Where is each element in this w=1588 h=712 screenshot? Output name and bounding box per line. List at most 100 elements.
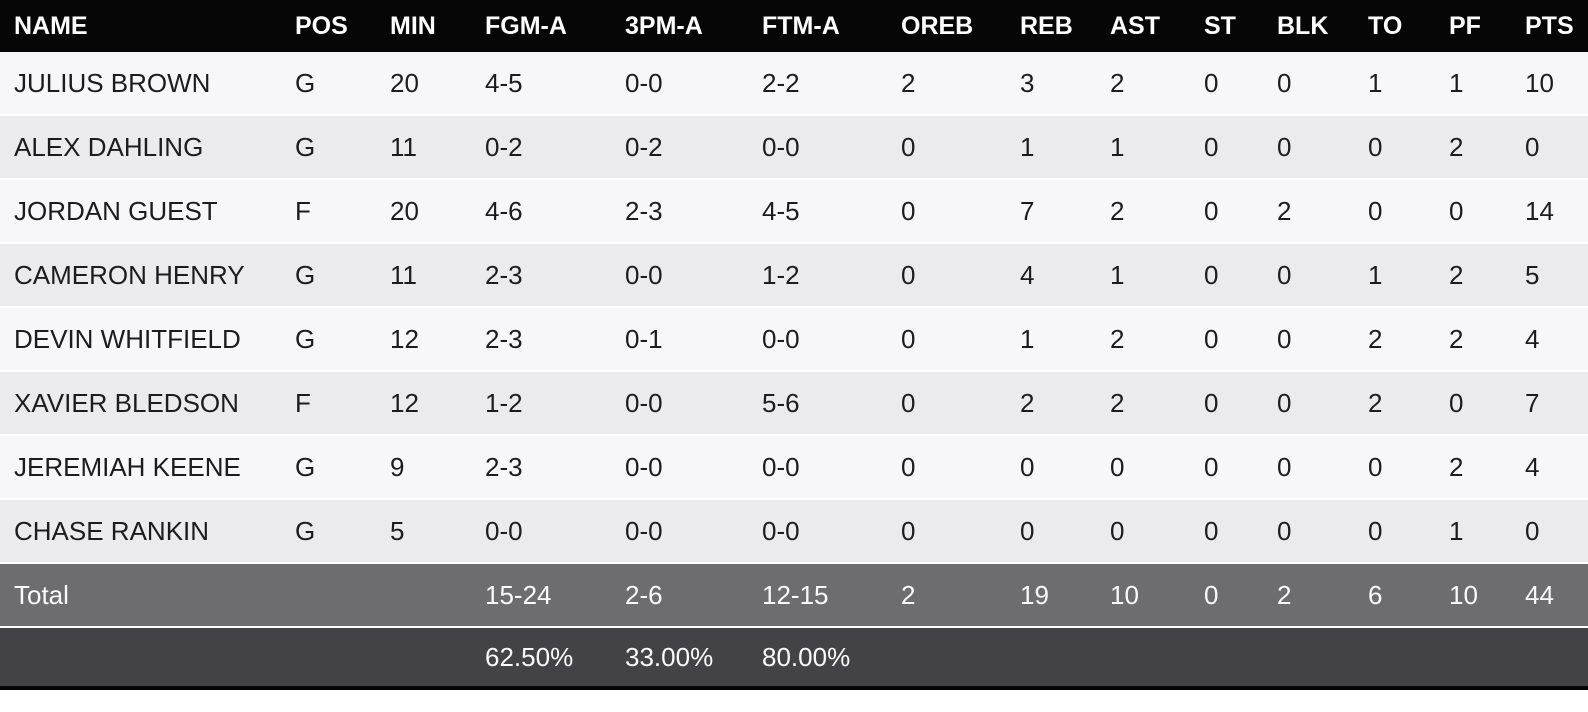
stat-cell-fgm-a: 0-0 xyxy=(471,500,611,564)
stat-cell-min: 12 xyxy=(376,308,471,372)
percentages-row: 62.50% 33.00% 80.00% xyxy=(0,628,1588,690)
pct-cell-pf xyxy=(1435,628,1511,690)
stat-cell-pf: 2 xyxy=(1435,244,1511,308)
totals-cell-3pm-a: 2-6 xyxy=(611,564,748,628)
player-row: XAVIER BLEDSON F 12 1-2 0-0 5-6 0 2 2 0 … xyxy=(0,372,1588,436)
stat-cell-pts: 10 xyxy=(1511,52,1588,116)
pct-cell-pos xyxy=(281,628,376,690)
stat-cell-ast: 2 xyxy=(1096,308,1190,372)
totals-label: Total xyxy=(0,564,281,628)
stat-cell-fgm-a: 2-3 xyxy=(471,308,611,372)
stat-cell-st: 0 xyxy=(1190,180,1263,244)
pct-cell-oreb xyxy=(887,628,1006,690)
pct-cell-reb xyxy=(1006,628,1096,690)
stat-cell-pts: 4 xyxy=(1511,308,1588,372)
stat-cell-pts: 0 xyxy=(1511,116,1588,180)
totals-cell-ast: 10 xyxy=(1096,564,1190,628)
stat-cell-reb: 1 xyxy=(1006,308,1096,372)
column-header-oreb: OREB xyxy=(901,11,974,40)
player-name-cell: DEVIN WHITFIELD xyxy=(0,308,281,372)
stat-cell-blk: 0 xyxy=(1263,500,1354,564)
column-header-ast: AST xyxy=(1110,11,1160,40)
player-row: CAMERON HENRY G 11 2-3 0-0 1-2 0 4 1 0 0… xyxy=(0,244,1588,308)
stat-cell-ftm-a: 0-0 xyxy=(748,500,887,564)
stat-cell-ftm-a: 2-2 xyxy=(748,52,887,116)
stat-cell-pf: 1 xyxy=(1435,52,1511,116)
stat-cell-oreb: 0 xyxy=(887,436,1006,500)
stat-cell-pos: G xyxy=(281,308,376,372)
stat-cell-st: 0 xyxy=(1190,52,1263,116)
stat-cell-pos: F xyxy=(281,372,376,436)
stat-cell-ftm-a: 4-5 xyxy=(748,180,887,244)
stat-cell-blk: 0 xyxy=(1263,436,1354,500)
pct-cell-fg: 62.50% xyxy=(471,628,611,690)
stat-cell-st: 0 xyxy=(1190,436,1263,500)
pct-cell-to xyxy=(1354,628,1435,690)
stat-cell-min: 11 xyxy=(376,116,471,180)
player-name-cell: XAVIER BLEDSON xyxy=(0,372,281,436)
stat-cell-st: 0 xyxy=(1190,500,1263,564)
stat-cell-st: 0 xyxy=(1190,308,1263,372)
player-name-cell: ALEX DAHLING xyxy=(0,116,281,180)
stat-cell-oreb: 0 xyxy=(887,372,1006,436)
stat-cell-to: 0 xyxy=(1354,180,1435,244)
stat-cell-ast: 0 xyxy=(1096,500,1190,564)
column-header-fgm-a: FGM-A xyxy=(485,11,567,40)
stat-cell-ftm-a: 0-0 xyxy=(748,436,887,500)
stat-cell-reb: 7 xyxy=(1006,180,1096,244)
player-row: CHASE RANKIN G 5 0-0 0-0 0-0 0 0 0 0 0 0… xyxy=(0,500,1588,564)
stat-cell-reb: 0 xyxy=(1006,500,1096,564)
stat-cell-st: 0 xyxy=(1190,372,1263,436)
stat-cell-pos: G xyxy=(281,52,376,116)
stat-cell-reb: 1 xyxy=(1006,116,1096,180)
stat-cell-blk: 0 xyxy=(1263,244,1354,308)
stat-cell-pos: G xyxy=(281,500,376,564)
stat-cell-pf: 2 xyxy=(1435,308,1511,372)
stat-cell-pts: 14 xyxy=(1511,180,1588,244)
totals-cell-reb: 19 xyxy=(1006,564,1096,628)
stat-cell-pos: F xyxy=(281,180,376,244)
stat-cell-min: 5 xyxy=(376,500,471,564)
totals-cell-oreb: 2 xyxy=(887,564,1006,628)
pct-cell-blk xyxy=(1263,628,1354,690)
totals-cell-pos xyxy=(281,564,376,628)
stat-cell-3pm-a: 0-0 xyxy=(611,244,748,308)
stat-cell-ftm-a: 0-0 xyxy=(748,116,887,180)
stat-cell-st: 0 xyxy=(1190,116,1263,180)
stat-cell-pts: 5 xyxy=(1511,244,1588,308)
stat-cell-to: 1 xyxy=(1354,244,1435,308)
stat-cell-fgm-a: 4-6 xyxy=(471,180,611,244)
stat-cell-ast: 1 xyxy=(1096,244,1190,308)
stat-cell-pf: 0 xyxy=(1435,180,1511,244)
stat-cell-pf: 2 xyxy=(1435,116,1511,180)
stat-cell-pf: 2 xyxy=(1435,436,1511,500)
column-header-name: NAME xyxy=(14,11,88,40)
column-header-st: ST xyxy=(1204,11,1236,40)
stat-cell-fgm-a: 1-2 xyxy=(471,372,611,436)
totals-cell-st: 0 xyxy=(1190,564,1263,628)
player-name-cell: JULIUS BROWN xyxy=(0,52,281,116)
totals-row: Total 15-24 2-6 12-15 2 19 10 0 2 6 10 4… xyxy=(0,564,1588,628)
stat-cell-ftm-a: 5-6 xyxy=(748,372,887,436)
stat-cell-min: 11 xyxy=(376,244,471,308)
player-row: ALEX DAHLING G 11 0-2 0-2 0-0 0 1 1 0 0 … xyxy=(0,116,1588,180)
stat-cell-reb: 2 xyxy=(1006,372,1096,436)
stat-cell-3pm-a: 0-1 xyxy=(611,308,748,372)
column-header-ftm-a: FTM-A xyxy=(762,11,840,40)
stat-cell-pos: G xyxy=(281,244,376,308)
player-name-cell: CAMERON HENRY xyxy=(0,244,281,308)
stat-cell-ast: 0 xyxy=(1096,436,1190,500)
player-name-cell: JORDAN GUEST xyxy=(0,180,281,244)
stat-cell-oreb: 0 xyxy=(887,244,1006,308)
totals-cell-to: 6 xyxy=(1354,564,1435,628)
stat-cell-reb: 3 xyxy=(1006,52,1096,116)
stat-cell-fgm-a: 2-3 xyxy=(471,244,611,308)
pct-cell-pts xyxy=(1511,628,1588,690)
summary-rows: Total 15-24 2-6 12-15 2 19 10 0 2 6 10 4… xyxy=(0,564,1588,690)
column-header-pos: POS xyxy=(295,11,348,40)
stat-cell-min: 12 xyxy=(376,372,471,436)
player-name-cell: CHASE RANKIN xyxy=(0,500,281,564)
stat-cell-to: 2 xyxy=(1354,372,1435,436)
pct-cell-ast xyxy=(1096,628,1190,690)
totals-cell-pf: 10 xyxy=(1435,564,1511,628)
